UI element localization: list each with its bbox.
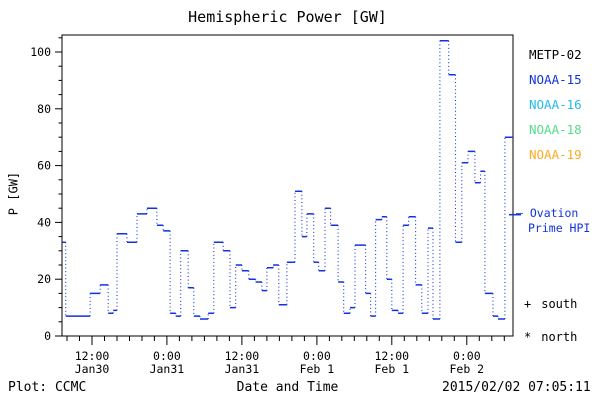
south-marker-text: south	[541, 297, 578, 311]
svg-text:12:00: 12:00	[225, 349, 260, 363]
north-marker-text: north	[541, 330, 578, 344]
svg-text:60: 60	[37, 159, 51, 173]
svg-text:12:00: 12:00	[374, 349, 409, 363]
svg-text:Feb 1: Feb 1	[374, 362, 409, 376]
plot-timestamp: 2015/02/02 07:05:11	[442, 380, 591, 395]
ovation-prime-hpi-label: — Ovation Prime HPI	[516, 206, 590, 236]
svg-text:Feb 2: Feb 2	[449, 362, 484, 376]
svg-text:Jan31: Jan31	[150, 362, 185, 376]
svg-text:Jan31: Jan31	[225, 362, 260, 376]
svg-text:Feb 1: Feb 1	[300, 362, 335, 376]
svg-text:0:00: 0:00	[303, 349, 331, 363]
plot-source-caption: Plot: CCMC	[8, 380, 87, 395]
svg-text:0: 0	[44, 329, 51, 343]
legend-item-noaa15: NOAA-15	[529, 72, 582, 87]
chart-title: Hemispheric Power [GW]	[188, 8, 387, 26]
svg-text:Jan30: Jan30	[75, 362, 110, 376]
plus-marker-icon: +	[524, 297, 532, 311]
y-axis-title: P [GW]	[6, 171, 21, 216]
legend-item-noaa19: NOAA-19	[529, 147, 582, 162]
svg-text:40: 40	[37, 215, 51, 229]
north-marker-key: * north	[524, 330, 577, 344]
south-marker-key: + south	[524, 297, 577, 311]
legend-item-noaa18: NOAA-18	[529, 122, 582, 137]
legend-item-metp02: METP-02	[529, 47, 582, 62]
ovation-label-line2: Prime HPI	[528, 221, 591, 235]
asterisk-marker-icon: *	[524, 330, 532, 344]
svg-text:0:00: 0:00	[453, 349, 481, 363]
svg-text:80: 80	[37, 102, 51, 116]
x-axis-title: Date and Time	[236, 380, 339, 395]
ovation-label-line1: — Ovation	[516, 206, 579, 220]
svg-text:0:00: 0:00	[153, 349, 181, 363]
svg-text:100: 100	[30, 45, 51, 59]
legend-item-noaa16: NOAA-16	[529, 97, 582, 112]
svg-text:20: 20	[37, 272, 51, 286]
satellite-legend: METP-02 NOAA-15 NOAA-16 NOAA-18 NOAA-19	[529, 42, 582, 167]
svg-text:12:00: 12:00	[75, 349, 110, 363]
